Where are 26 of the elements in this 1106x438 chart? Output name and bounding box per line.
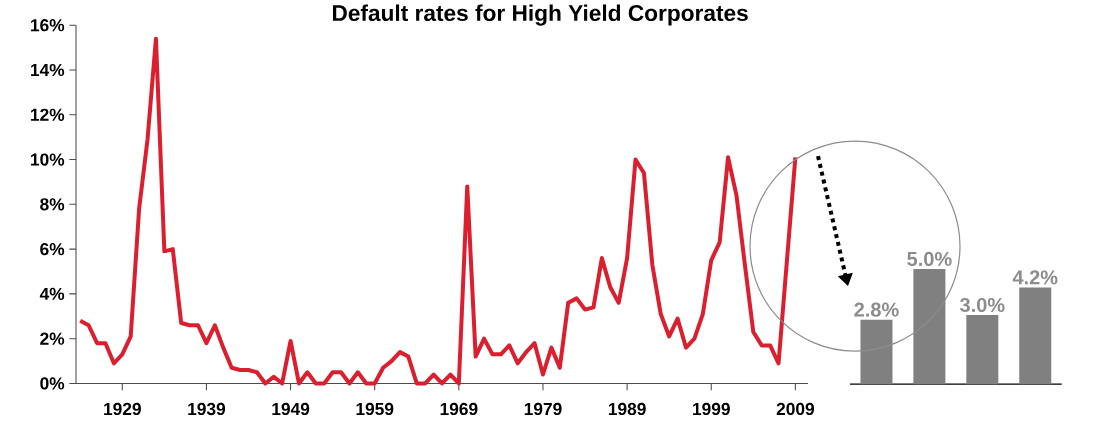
line-series	[78, 36, 798, 386]
x-tick-label: 1959	[356, 402, 394, 416]
data-label: 4.2%	[1012, 270, 1058, 285]
x-tick-label: 1979	[524, 402, 562, 416]
y-tick-label: 8%	[40, 198, 65, 211]
data-label: 2.8%	[854, 302, 899, 317]
x-tick-label: 1949	[272, 402, 310, 416]
y-tick-label: 12%	[31, 108, 65, 121]
chart-title: Default rates for High Yield Corporates	[332, 4, 748, 26]
y-tick-label: 2%	[40, 332, 65, 345]
y-tick-label: 0%	[40, 377, 65, 390]
y-tick-label: 10%	[31, 153, 65, 166]
x-tick-label: 1939	[188, 402, 226, 416]
x-tick-label: 1929	[104, 402, 141, 416]
data-label: 5.0%	[907, 251, 952, 266]
x-tick-label: 1999	[693, 402, 730, 416]
x-tick-label: 2009	[776, 402, 814, 416]
bar	[1019, 287, 1052, 385]
y-tick-label: 6%	[40, 242, 65, 256]
x-tick-label: 1969	[440, 402, 478, 416]
data-label: 3.0%	[960, 297, 1005, 313]
y-tick-label: 14%	[31, 63, 65, 76]
bar	[966, 314, 999, 385]
x-tick-label: 1989	[608, 402, 646, 416]
y-tick-label: 16%	[31, 18, 65, 32]
y-tick-label: 4%	[39, 287, 65, 300]
